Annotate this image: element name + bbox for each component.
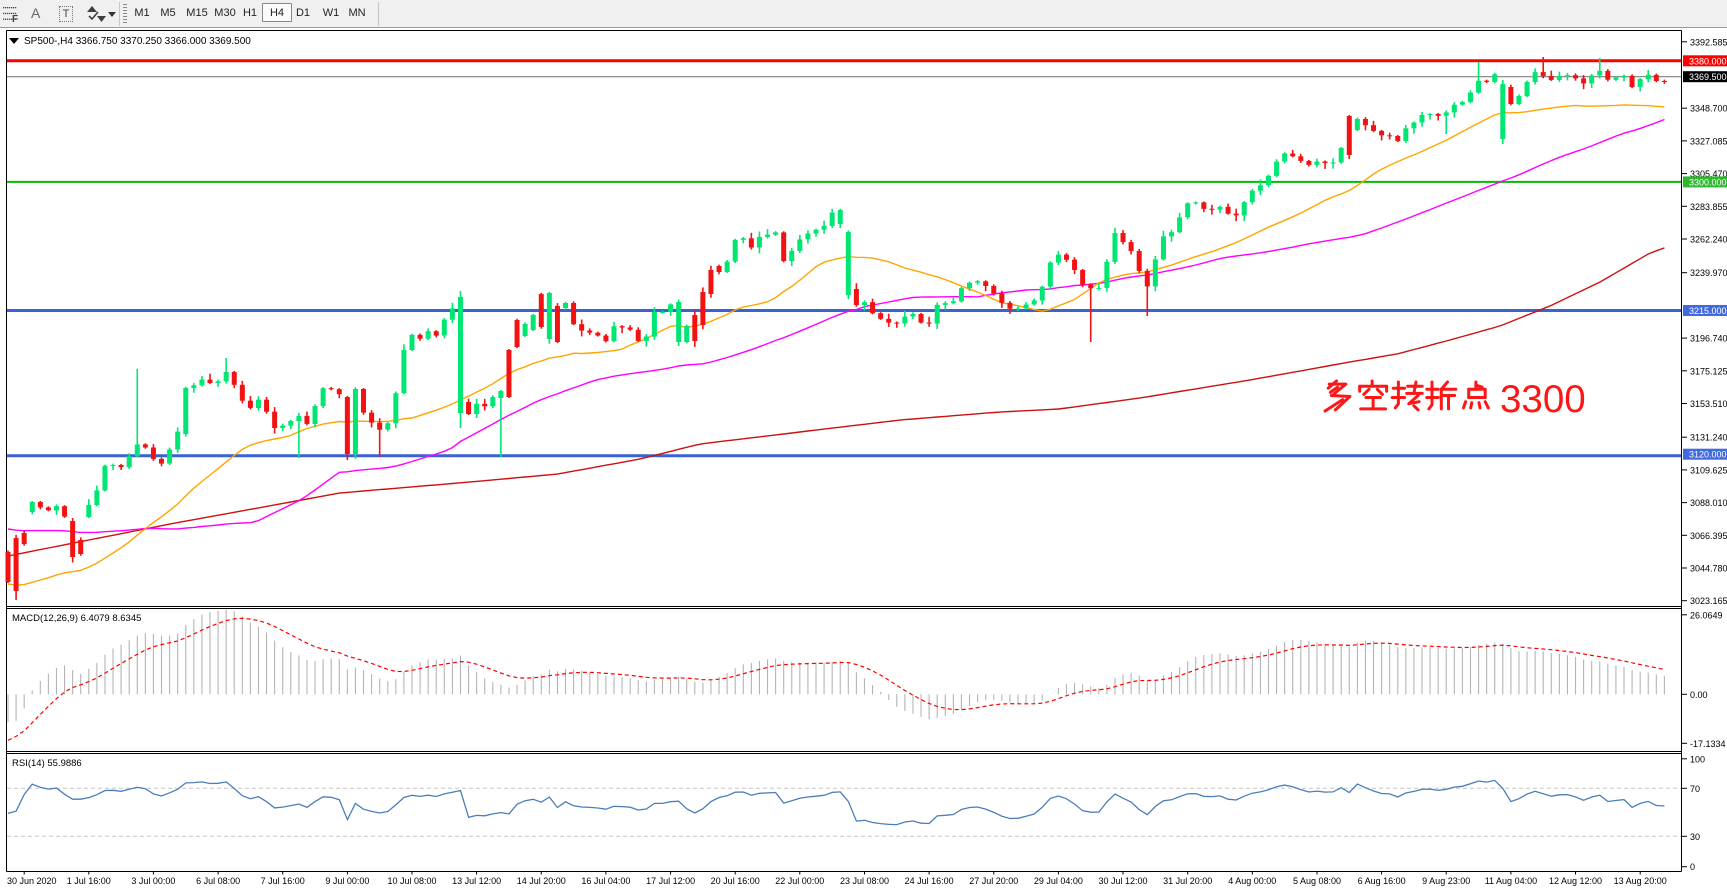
svg-text:17 Jul 12:00: 17 Jul 12:00	[646, 876, 695, 886]
svg-text:26.0649: 26.0649	[1690, 610, 1723, 620]
svg-text:0: 0	[1690, 862, 1695, 872]
svg-text:30 Jul 12:00: 30 Jul 12:00	[1098, 876, 1147, 886]
svg-text:9 Jul 00:00: 9 Jul 00:00	[325, 876, 369, 886]
svg-text:13 Jul 12:00: 13 Jul 12:00	[452, 876, 501, 886]
svg-text:100: 100	[1690, 754, 1705, 764]
svg-text:3262.240: 3262.240	[1690, 235, 1727, 245]
svg-text:4 Aug 00:00: 4 Aug 00:00	[1228, 876, 1276, 886]
svg-text:29 Jul 04:00: 29 Jul 04:00	[1034, 876, 1083, 886]
svg-text:SP500-,H4 3366.750 3370.250 3: SP500-,H4 3366.750 3370.250 3366.000 336…	[24, 36, 251, 47]
svg-text:MACD(12,26,9) 6.4079 8.6345: MACD(12,26,9) 6.4079 8.6345	[12, 613, 141, 624]
svg-text:0.00: 0.00	[1690, 690, 1708, 700]
svg-text:3175.125: 3175.125	[1690, 366, 1727, 376]
svg-text:9 Aug 23:00: 9 Aug 23:00	[1422, 876, 1470, 886]
svg-text:3327.085: 3327.085	[1690, 136, 1727, 146]
svg-text:3239.970: 3239.970	[1690, 268, 1727, 278]
svg-text:13 Aug 20:00: 13 Aug 20:00	[1614, 876, 1667, 886]
svg-text:70: 70	[1690, 784, 1700, 794]
svg-text:3283.855: 3283.855	[1690, 202, 1727, 212]
svg-text:23 Jul 08:00: 23 Jul 08:00	[840, 876, 889, 886]
svg-text:3088.010: 3088.010	[1690, 498, 1727, 508]
svg-text:3348.700: 3348.700	[1690, 104, 1727, 114]
svg-text:3392.585: 3392.585	[1690, 37, 1727, 47]
svg-text:16 Jul 04:00: 16 Jul 04:00	[581, 876, 630, 886]
svg-text:3131.240: 3131.240	[1690, 433, 1727, 443]
svg-text:6 Aug 16:00: 6 Aug 16:00	[1358, 876, 1406, 886]
svg-text:7 Jul 16:00: 7 Jul 16:00	[261, 876, 305, 886]
svg-text:30: 30	[1690, 832, 1700, 842]
svg-text:3 Jul 00:00: 3 Jul 00:00	[131, 876, 175, 886]
svg-text:20 Jul 16:00: 20 Jul 16:00	[711, 876, 760, 886]
svg-text:3109.625: 3109.625	[1690, 465, 1727, 475]
svg-text:RSI(14) 55.9886: RSI(14) 55.9886	[12, 758, 82, 769]
svg-text:5 Aug 08:00: 5 Aug 08:00	[1293, 876, 1341, 886]
svg-text:10 Jul 08:00: 10 Jul 08:00	[387, 876, 436, 886]
svg-text:3120.000: 3120.000	[1689, 450, 1727, 460]
svg-text:3300: 3300	[1500, 378, 1586, 421]
svg-text:1 Jul 16:00: 1 Jul 16:00	[67, 876, 111, 886]
svg-text:3305.470: 3305.470	[1690, 169, 1727, 179]
svg-text:3023.165: 3023.165	[1690, 596, 1727, 606]
svg-text:3380.000: 3380.000	[1689, 56, 1727, 66]
svg-text:3300.000: 3300.000	[1689, 177, 1727, 187]
svg-text:3066.395: 3066.395	[1690, 531, 1727, 541]
svg-text:3153.510: 3153.510	[1690, 399, 1727, 409]
svg-text:30 Jun 2020: 30 Jun 2020	[7, 876, 57, 886]
svg-text:11 Aug 04:00: 11 Aug 04:00	[1485, 876, 1537, 886]
svg-text:22 Jul 00:00: 22 Jul 00:00	[775, 876, 824, 886]
svg-text:14 Jul 20:00: 14 Jul 20:00	[517, 876, 566, 886]
svg-text:27 Jul 20:00: 27 Jul 20:00	[969, 876, 1018, 886]
svg-text:12 Aug 12:00: 12 Aug 12:00	[1549, 876, 1602, 886]
svg-text:3044.780: 3044.780	[1690, 564, 1727, 574]
svg-text:3196.740: 3196.740	[1690, 334, 1727, 344]
svg-text:6 Jul 08:00: 6 Jul 08:00	[196, 876, 240, 886]
svg-text:24 Jul 16:00: 24 Jul 16:00	[905, 876, 954, 886]
svg-text:3369.500: 3369.500	[1689, 72, 1727, 82]
svg-text:31 Jul 20:00: 31 Jul 20:00	[1163, 876, 1212, 886]
svg-text:-17.1334: -17.1334	[1690, 739, 1726, 749]
svg-text:3215.000: 3215.000	[1689, 306, 1727, 316]
